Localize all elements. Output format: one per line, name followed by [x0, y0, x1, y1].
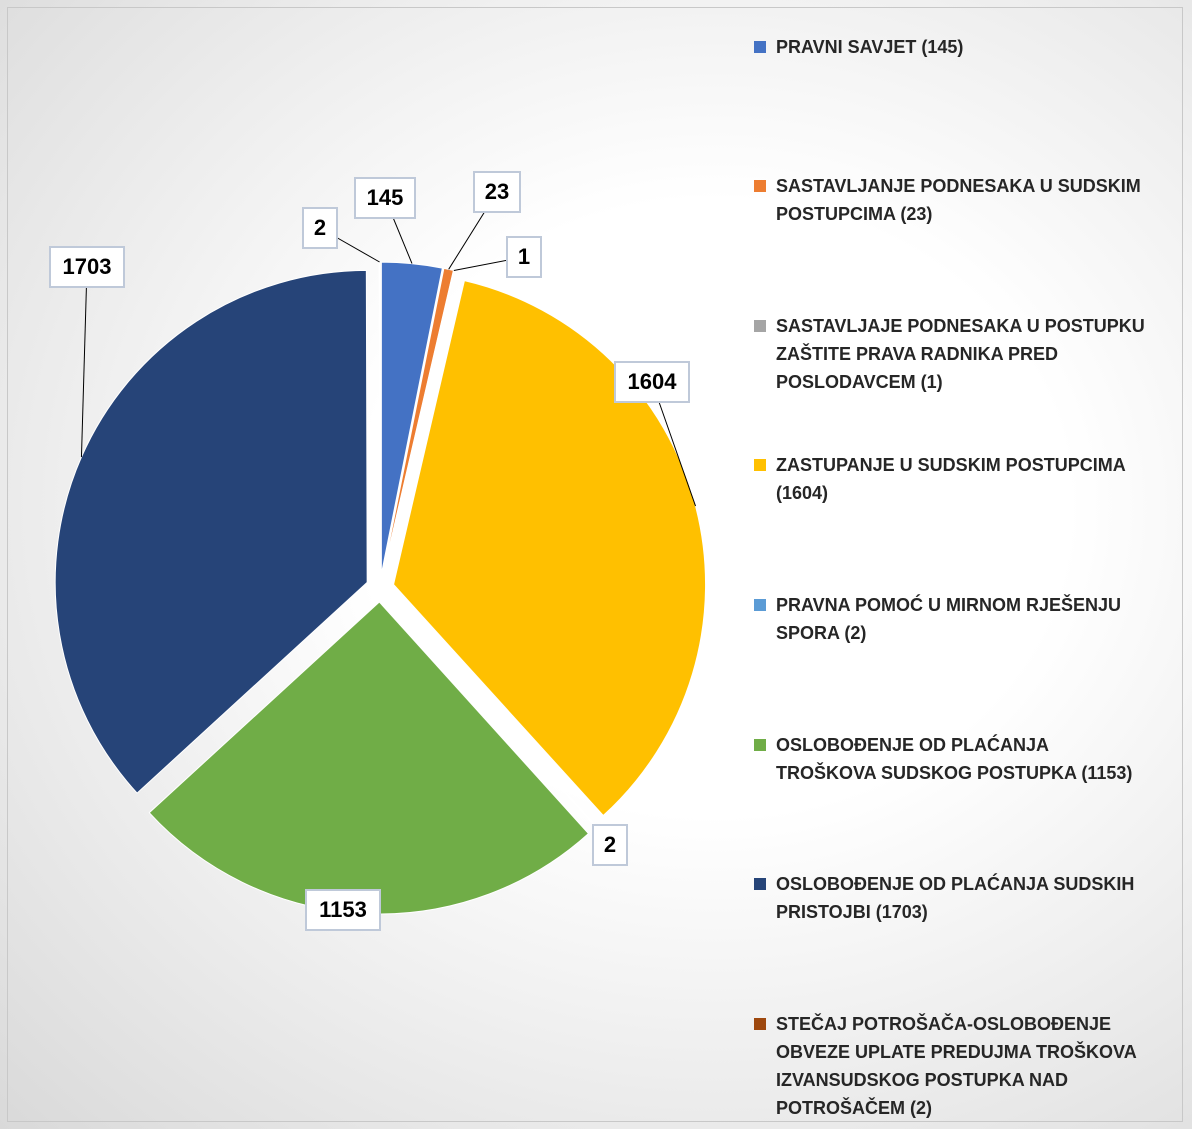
legend-item: STEČAJ POTROŠAČA-OSLOBOĐENJE OBVEZE UPLA… — [752, 1010, 1152, 1122]
data-label: 1153 — [319, 897, 367, 922]
data-label-box — [354, 177, 416, 219]
legend-label: PRAVNI SAVJET (145) — [776, 37, 964, 57]
legend-swatch — [754, 1018, 766, 1030]
legend-label: SASTAVLJAJE PODNESAKA U POSTUPKU ZAŠTITE… — [776, 316, 1145, 392]
data-label-box — [305, 889, 381, 931]
pie-slice — [54, 269, 368, 794]
data-label-box — [614, 361, 690, 403]
legend-swatch — [754, 739, 766, 751]
data-label: 1703 — [63, 254, 112, 279]
legend-label: STEČAJ POTROŠAČA-OSLOBOĐENJE OBVEZE UPLA… — [776, 1014, 1137, 1118]
data-label-box — [473, 171, 521, 213]
data-label-box — [49, 246, 125, 288]
legend-item: OSLOBOĐENJE OD PLAĆANJA TROŠKOVA SUDSKOG… — [752, 731, 1152, 787]
legend-swatch — [754, 41, 766, 53]
legend-label: PRAVNA POMOĆ U MIRNOM RJEŠENJU SPORA (2) — [776, 595, 1122, 643]
legend-swatch — [754, 459, 766, 471]
legend-item: PRAVNA POMOĆ U MIRNOM RJEŠENJU SPORA (2) — [752, 591, 1152, 647]
legend-label: OSLOBOĐENJE OD PLAĆANJA TROŠKOVA SUDSKOG… — [776, 735, 1133, 783]
legend-label: SASTAVLJANJE PODNESAKA U SUDSKIM POSTUPC… — [776, 176, 1141, 224]
legend-label: OSLOBOĐENJE OD PLAĆANJA SUDSKIH PRISTOJB… — [776, 874, 1135, 922]
data-label: 1 — [518, 244, 530, 269]
pie-slice — [378, 261, 381, 575]
chart-frame — [7, 7, 1183, 1122]
data-label-box — [302, 207, 338, 249]
data-label: 23 — [485, 179, 509, 204]
data-label-box — [592, 824, 628, 866]
data-label: 1604 — [628, 369, 678, 394]
legend-item: SASTAVLJANJE PODNESAKA U SUDSKIM POSTUPC… — [752, 172, 1152, 228]
legend-swatch — [754, 878, 766, 890]
legend-item: OSLOBOĐENJE OD PLAĆANJA SUDSKIH PRISTOJB… — [752, 870, 1152, 926]
leader-line — [80, 266, 88, 458]
legend-label: ZASTUPANJE U SUDSKIM POSTUPCIMA (1604) — [776, 455, 1126, 503]
data-label-box — [506, 236, 542, 278]
legend-item: ZASTUPANJE U SUDSKIM POSTUPCIMA (1604) — [752, 451, 1152, 507]
legend-swatch — [754, 320, 766, 332]
data-label: 2 — [604, 832, 616, 857]
legend-swatch — [754, 180, 766, 192]
legend-item: PRAVNI SAVJET (145) — [752, 33, 1152, 61]
data-label: 145 — [367, 185, 404, 210]
legend-item: SASTAVLJAJE PODNESAKA U POSTUPKU ZAŠTITE… — [752, 312, 1152, 396]
pie-slice — [380, 261, 443, 575]
data-label: 2 — [314, 215, 326, 240]
legend-swatch — [754, 599, 766, 611]
